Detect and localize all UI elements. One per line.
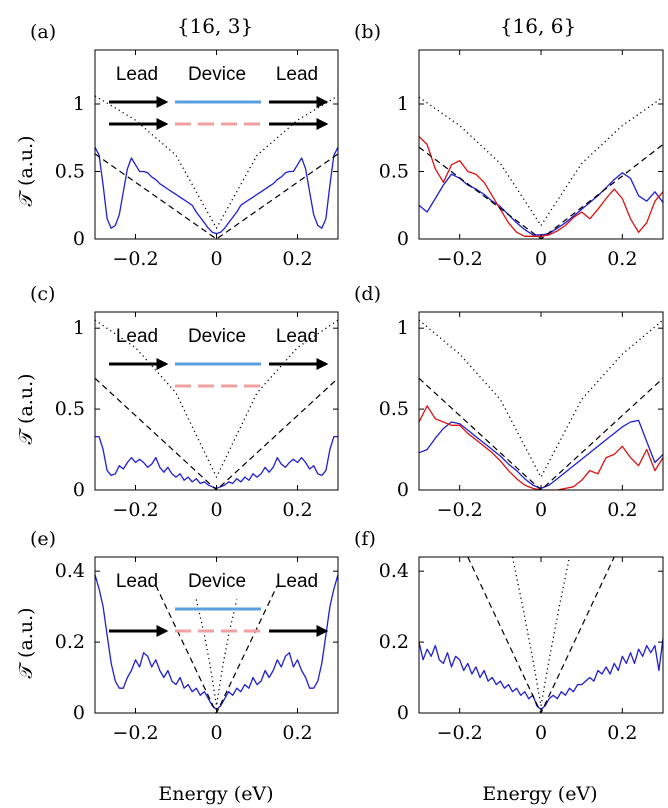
- x-tick-label: 0.2: [607, 499, 637, 521]
- x-tick-label: 0: [210, 248, 222, 270]
- series-red-line: [419, 405, 663, 490]
- series-dotted-line: [195, 599, 238, 707]
- y-axis-label-3: 𝒯 (a.u.): [15, 607, 37, 678]
- x-axis-label-right: Energy (eV): [482, 783, 597, 805]
- series-group: [419, 319, 663, 490]
- y-tick-label: 0.5: [379, 398, 409, 420]
- series-group: [419, 96, 663, 239]
- x-tick-label: 0: [535, 248, 547, 270]
- series-dashed-line: [467, 557, 615, 713]
- series-dotted-line: [95, 319, 338, 478]
- y-tick-label: 0: [397, 702, 409, 724]
- series-blue-line: [419, 638, 663, 711]
- schematic-inset: Lead Device Lead: [109, 571, 329, 637]
- y-tick-label: 1: [73, 93, 85, 115]
- panel-label: (a): [30, 21, 56, 43]
- series-blue-line: [95, 435, 338, 490]
- y-tick-label: 0.4: [379, 560, 409, 582]
- y-tick-label: 1: [397, 93, 409, 115]
- panel-d: (d) −0.2 0 0.2 0 0.5 1: [354, 283, 664, 521]
- inset-lead-left-label: Lead: [116, 64, 158, 85]
- x-tick-label: −0.2: [437, 722, 483, 744]
- series-dotted-line: [95, 95, 338, 229]
- series-blue-line: [95, 146, 338, 235]
- x-tick-label: 0.2: [607, 722, 637, 744]
- inset-lead-left-label: Lead: [116, 571, 158, 592]
- series-group: [95, 95, 338, 239]
- y-tick-label: 0: [73, 702, 85, 724]
- inset-lead-right-label: Lead: [276, 571, 318, 592]
- y-tick-label: 0.2: [55, 631, 85, 653]
- series-dashed-line: [95, 377, 338, 490]
- x-tick-label: −0.2: [112, 248, 158, 270]
- x-tick-label: −0.2: [112, 499, 158, 521]
- y-axis-label-1: 𝒯 (a.u.): [15, 135, 37, 206]
- series-blue-line: [95, 574, 338, 711]
- x-tick-label: 0.2: [282, 499, 312, 521]
- x-tick-label: 0.2: [282, 722, 312, 744]
- column-header-left: {16, 3}: [177, 14, 253, 38]
- panel-label: (b): [354, 21, 381, 43]
- panel-label: (f): [354, 528, 376, 550]
- panel-label: (c): [30, 283, 55, 305]
- plot-frame: [418, 49, 664, 240]
- inset-device-label: Device: [188, 571, 246, 592]
- inset-lead-left-label: Lead: [116, 326, 158, 347]
- series-dotted-line: [511, 557, 571, 707]
- panel-a: (a) −0.2 0 0.2 0 0.5 1 Lead Device Lead: [30, 21, 339, 270]
- y-tick-label: 0.4: [55, 560, 85, 582]
- y-tick-label: 0: [73, 479, 85, 501]
- series-blue-line: [419, 419, 663, 490]
- y-tick-label: 0: [73, 228, 85, 250]
- series-dashed-line: [419, 144, 663, 239]
- y-tick-label: 0: [397, 479, 409, 501]
- y-tick-label: 0: [397, 228, 409, 250]
- series-group: [95, 574, 338, 713]
- y-tick-label: 0.2: [379, 631, 409, 653]
- x-tick-label: 0: [535, 499, 547, 521]
- inset-device-label: Device: [188, 64, 246, 85]
- y-tick-label: 1: [73, 317, 85, 339]
- y-tick-label: 0.5: [55, 161, 85, 183]
- panel-c: (c) −0.2 0 0.2 0 0.5 1 Lead Device Lead: [30, 283, 339, 521]
- panel-e: (e) −0.2 0 0.2 0 0.2 0.4 Lead Device Lead: [30, 528, 339, 744]
- schematic-inset: Lead Device Lead: [109, 326, 329, 388]
- column-header-right: {16, 6}: [500, 14, 576, 38]
- y-axis-label-2: 𝒯 (a.u.): [15, 373, 37, 444]
- x-tick-label: 0.2: [607, 248, 637, 270]
- x-tick-label: 0: [210, 499, 222, 521]
- panel-label: (e): [30, 528, 56, 550]
- x-axis-label-left: Energy (eV): [158, 783, 273, 805]
- panel-b: (b) −0.2 0 0.2 0 0.5 1: [354, 21, 664, 270]
- x-tick-label: 0: [210, 722, 222, 744]
- schematic-inset: Lead Device Lead: [109, 64, 329, 130]
- inset-lead-right-label: Lead: [276, 64, 318, 85]
- panel-f: (f) −0.2 0 0.2 0 0.2 0.4: [354, 528, 664, 744]
- x-tick-label: −0.2: [437, 248, 483, 270]
- inset-device-label: Device: [188, 326, 246, 347]
- x-tick-label: 0.2: [282, 248, 312, 270]
- series-dotted-line: [419, 96, 663, 227]
- series-dashed-line: [419, 377, 663, 490]
- x-tick-label: −0.2: [112, 722, 158, 744]
- inset-lead-right-label: Lead: [276, 326, 318, 347]
- series-dashed-line: [155, 585, 278, 713]
- panels: (a) −0.2 0 0.2 0 0.5 1 Lead Device Lead (b) −0.2 0 0.…: [30, 21, 664, 744]
- x-tick-label: 0: [535, 722, 547, 744]
- panel-label: (d): [354, 283, 381, 305]
- y-tick-label: 1: [397, 317, 409, 339]
- plot-frame: [418, 311, 664, 491]
- series-blue-line: [419, 172, 663, 236]
- series-red-line: [419, 135, 663, 237]
- series-group: [419, 557, 663, 713]
- series-dotted-line: [419, 319, 663, 478]
- plot-frame: [418, 556, 664, 714]
- y-tick-label: 0.5: [55, 398, 85, 420]
- y-tick-label: 0.5: [379, 161, 409, 183]
- series-dashed-line: [95, 153, 338, 239]
- x-tick-label: −0.2: [437, 499, 483, 521]
